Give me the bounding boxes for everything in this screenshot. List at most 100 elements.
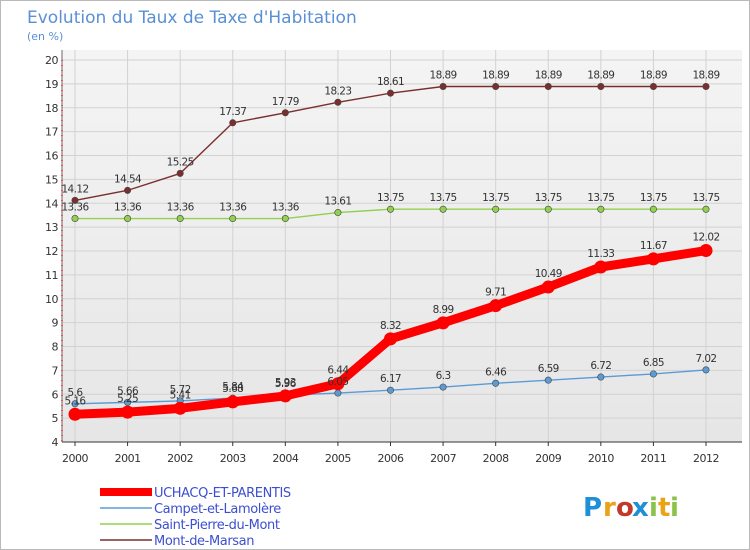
data-label: 10.49 xyxy=(535,268,562,280)
legend: UCHACQ-ET-PARENTISCampet-et-LamolèreSain… xyxy=(100,486,291,549)
data-point xyxy=(436,316,450,330)
data-point xyxy=(334,209,342,217)
series-layer xyxy=(68,83,713,421)
data-point xyxy=(124,398,132,406)
data-label: 13.75 xyxy=(692,192,719,204)
data-point xyxy=(281,109,289,117)
data-label: 13.61 xyxy=(324,196,351,208)
series-2 xyxy=(71,205,710,223)
x-tick-label: 2010 xyxy=(588,452,614,465)
data-point xyxy=(71,400,79,408)
legend-label: Saint-Pierre-du-Mont xyxy=(154,518,280,533)
data-label: 5.96 xyxy=(275,378,297,390)
logo-letter: P xyxy=(583,493,602,523)
x-tick-label: 2000 xyxy=(62,452,88,465)
y-tick-label: 15 xyxy=(45,173,58,186)
x-tick-label: 2005 xyxy=(325,452,351,465)
data-label: 12.02 xyxy=(692,232,719,244)
data-label: 5.16 xyxy=(65,395,87,407)
logo-letter: t xyxy=(658,493,670,523)
data-label: 13.75 xyxy=(535,192,562,204)
data-point xyxy=(702,83,710,91)
data-label: 18.23 xyxy=(324,85,351,97)
data-point xyxy=(173,401,187,415)
x-tick-label: 2006 xyxy=(378,452,404,465)
data-point xyxy=(544,376,552,384)
data-point xyxy=(124,186,132,194)
data-point xyxy=(281,215,289,223)
y-tick-label: 20 xyxy=(45,54,58,67)
data-point xyxy=(702,366,710,374)
data-label: 18.89 xyxy=(640,70,667,82)
data-label: 18.89 xyxy=(430,70,457,82)
data-label: 8.99 xyxy=(433,304,454,316)
x-tick-label: 2011 xyxy=(640,452,666,465)
data-point xyxy=(334,98,342,106)
data-label: 14.54 xyxy=(114,173,142,185)
data-label: 5.84 xyxy=(222,381,244,393)
data-label: 13.36 xyxy=(219,202,247,214)
data-label: 18.61 xyxy=(377,76,404,88)
y-tick-label: 7 xyxy=(52,364,59,377)
y-tick-label: 9 xyxy=(52,317,59,330)
data-point xyxy=(699,244,713,258)
data-label: 13.75 xyxy=(640,192,667,204)
y-tick-label: 19 xyxy=(45,78,58,91)
y-tick-label: 18 xyxy=(45,102,58,115)
y-tick-label: 16 xyxy=(45,150,58,163)
data-point xyxy=(439,83,447,91)
data-label: 14.12 xyxy=(61,183,88,195)
data-point xyxy=(229,119,237,127)
data-label: 5.93 xyxy=(275,377,296,389)
data-point xyxy=(331,377,345,391)
data-label: 13.75 xyxy=(377,192,404,204)
data-label: 5.6 xyxy=(68,387,84,399)
data-label-layer: 5.6 5.66 5.72 5.84 5.96 6.05 6.17 6.3 6.46 6.59 6.… xyxy=(61,70,720,408)
data-label: 13.36 xyxy=(114,202,142,214)
logo-letter: r xyxy=(603,493,616,523)
data-point xyxy=(176,169,184,177)
x-tick-label: 2008 xyxy=(483,452,509,465)
series-0 xyxy=(68,244,713,421)
x-tick-label: 2001 xyxy=(115,452,141,465)
data-point xyxy=(439,383,447,391)
y-tick-label: 8 xyxy=(52,341,59,354)
data-point xyxy=(226,395,240,409)
y-tick-label: 14 xyxy=(45,197,58,210)
data-point xyxy=(492,83,500,91)
data-label: 18.89 xyxy=(482,70,509,82)
data-label: 6.59 xyxy=(538,363,559,375)
data-point xyxy=(439,205,447,213)
data-label: 6.3 xyxy=(436,370,451,382)
data-point xyxy=(121,405,135,419)
data-point xyxy=(597,373,605,381)
data-point xyxy=(597,83,605,91)
y-tick-label: 4 xyxy=(52,436,59,449)
data-label: 13.36 xyxy=(61,202,89,214)
data-point xyxy=(278,389,292,403)
logo-letter: i xyxy=(649,493,658,523)
data-label: 18.89 xyxy=(587,70,614,82)
data-label: 13.36 xyxy=(167,202,195,214)
x-tick-label: 2007 xyxy=(430,452,456,465)
x-tick-label: 2009 xyxy=(535,452,561,465)
data-point xyxy=(334,389,342,397)
data-point xyxy=(386,89,394,97)
data-point xyxy=(597,205,605,213)
data-label: 6.05 xyxy=(327,376,348,388)
data-point xyxy=(492,379,500,387)
data-label: 5.66 xyxy=(117,385,139,397)
data-point xyxy=(544,83,552,91)
data-point xyxy=(386,386,394,394)
grid-layer xyxy=(62,50,742,443)
data-point xyxy=(176,215,184,223)
data-point xyxy=(492,205,500,213)
plot-area xyxy=(62,50,742,442)
data-point xyxy=(646,252,660,266)
data-label: 7.02 xyxy=(696,353,717,365)
logo-letter: o xyxy=(616,493,634,523)
logo-letter: i xyxy=(670,493,679,523)
x-tick-label: 2004 xyxy=(272,452,298,465)
